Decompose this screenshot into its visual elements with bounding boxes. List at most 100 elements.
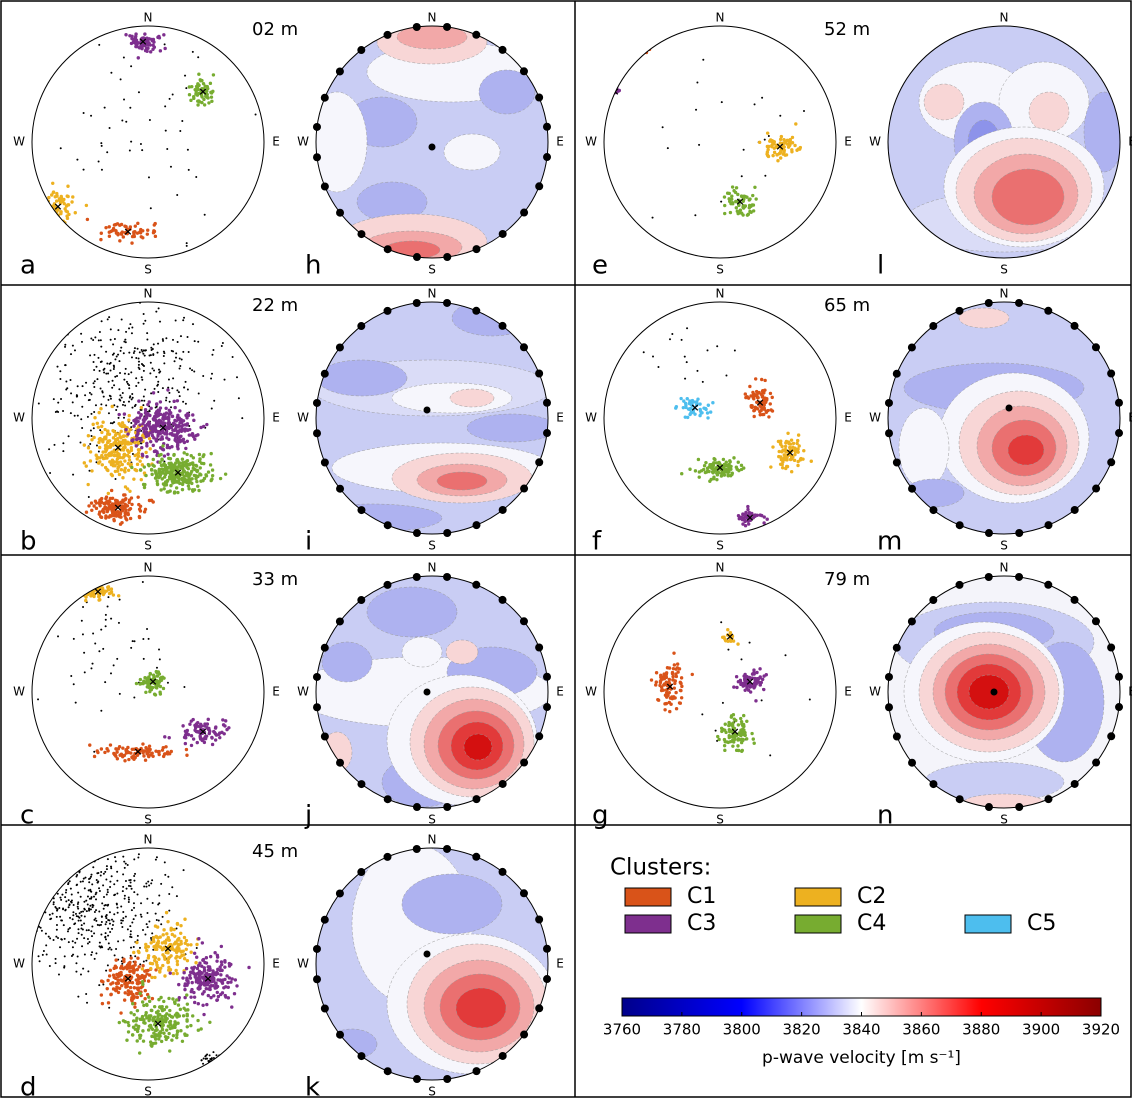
point (201, 424, 206, 429)
point (105, 969, 108, 972)
sensor (955, 580, 964, 589)
point (654, 671, 659, 675)
point (195, 966, 200, 971)
point (152, 681, 156, 686)
sensor (472, 30, 481, 39)
point (101, 592, 106, 597)
point (76, 902, 79, 905)
point (674, 406, 678, 410)
point (123, 502, 127, 506)
point (180, 1039, 185, 1043)
point (697, 470, 702, 474)
point (705, 466, 710, 471)
point (106, 318, 109, 321)
point (698, 413, 702, 418)
point (121, 755, 125, 759)
point (283, 148, 285, 150)
point (113, 753, 117, 757)
sensor (412, 803, 421, 812)
point (109, 422, 112, 425)
point (716, 739, 719, 742)
point (728, 460, 732, 464)
point (218, 1058, 221, 1061)
point (146, 968, 150, 973)
point (191, 50, 194, 53)
point (130, 646, 133, 649)
point (130, 1033, 135, 1037)
point (114, 431, 119, 436)
point (111, 422, 114, 425)
point (142, 471, 147, 475)
point (57, 937, 60, 940)
stereonet-contour (888, 302, 1120, 534)
point (213, 951, 217, 955)
point (194, 92, 198, 96)
sensor (357, 230, 366, 239)
point (88, 391, 91, 394)
point (89, 888, 92, 891)
point (122, 434, 126, 438)
point (74, 701, 77, 704)
point (196, 963, 201, 968)
point (165, 436, 169, 440)
point (793, 452, 797, 457)
point (748, 209, 752, 214)
point (98, 910, 101, 913)
point (21, 866, 23, 868)
point (127, 400, 130, 403)
point (113, 439, 118, 444)
point (68, 903, 71, 906)
point (739, 463, 744, 468)
point (207, 731, 212, 736)
sensor (1115, 429, 1124, 438)
point (125, 487, 130, 491)
point (156, 1009, 160, 1013)
point (134, 914, 137, 917)
point (150, 1008, 154, 1013)
point (119, 468, 124, 472)
point (144, 933, 147, 936)
point (56, 892, 59, 895)
point (705, 469, 710, 473)
sensor (929, 780, 938, 789)
point (146, 753, 151, 758)
point (99, 874, 102, 877)
point (121, 446, 126, 450)
point (43, 200, 47, 204)
point (119, 429, 123, 434)
sensor (1044, 795, 1053, 804)
panel-label: j (304, 801, 312, 831)
point (734, 199, 738, 204)
point (76, 955, 79, 958)
point (143, 507, 148, 511)
point (182, 319, 185, 322)
point (167, 947, 172, 951)
point (135, 457, 139, 461)
contour (443, 133, 501, 171)
point (739, 194, 744, 198)
point (155, 682, 160, 686)
point (58, 907, 61, 910)
point (154, 960, 159, 965)
point (90, 412, 93, 415)
compass-e: E (272, 957, 280, 971)
point (137, 416, 142, 420)
point (753, 185, 757, 189)
point (90, 337, 93, 340)
point (102, 872, 105, 875)
point (119, 349, 122, 352)
sensor (335, 343, 344, 352)
point (93, 369, 96, 372)
point (57, 197, 62, 201)
point (72, 683, 75, 686)
point (124, 747, 129, 752)
point (701, 467, 706, 472)
point (202, 97, 206, 102)
point (88, 941, 91, 944)
point (167, 736, 171, 740)
point (156, 408, 160, 412)
point (187, 168, 190, 171)
point (215, 990, 219, 995)
point (89, 443, 92, 446)
point (142, 485, 147, 490)
